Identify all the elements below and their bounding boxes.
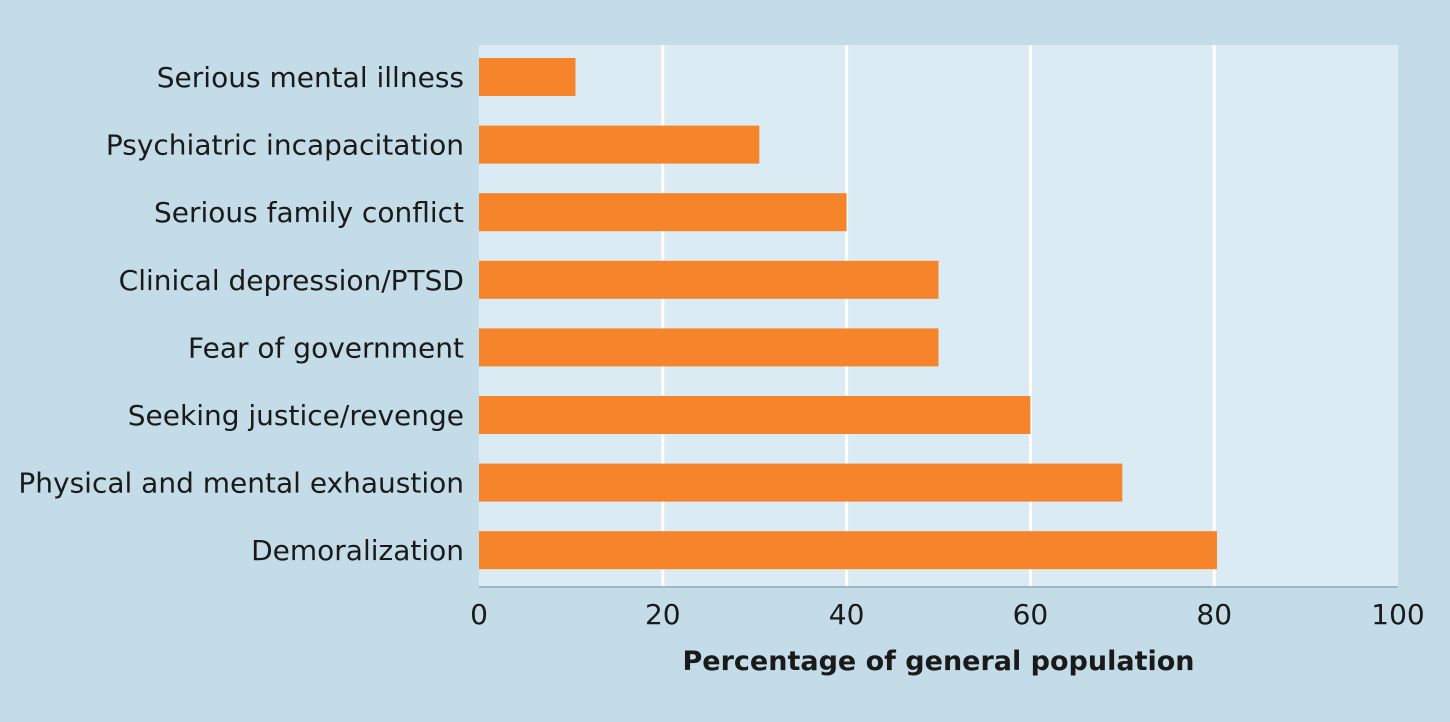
bar-7 <box>479 531 1217 570</box>
bar-0 <box>479 58 576 96</box>
bar-5 <box>479 396 1031 434</box>
category-label-3: Clinical depression/PTSD <box>119 264 464 297</box>
x-tick-label-100: 100 <box>1371 598 1424 631</box>
bar-2 <box>479 193 847 232</box>
category-label-5: Seeking justice/revenge <box>128 399 464 432</box>
x-tick-label-0: 0 <box>470 598 488 631</box>
category-labels: Serious mental illness Psychiatric incapa… <box>18 61 464 567</box>
category-label-4: Fear of government <box>188 331 464 364</box>
category-label-7: Demoralization <box>251 534 464 567</box>
bar-4 <box>479 328 939 367</box>
bar-1 <box>479 125 760 164</box>
x-tick-label-40: 40 <box>829 598 865 631</box>
bar-6 <box>479 463 1123 502</box>
bars <box>479 58 1217 570</box>
x-tick-label-60: 60 <box>1013 598 1049 631</box>
x-tick-labels: 0 20 40 60 80 100 <box>470 598 1425 631</box>
category-label-1: Psychiatric incapacitation <box>106 129 464 162</box>
x-tick-label-20: 20 <box>645 598 681 631</box>
category-label-2: Serious family conflict <box>154 196 464 229</box>
x-axis-title: Percentage of general population <box>682 646 1194 677</box>
category-label-6: Physical and mental exhaustion <box>18 467 464 500</box>
x-tick-label-80: 80 <box>1196 598 1232 631</box>
bar-3 <box>479 260 939 299</box>
category-label-0: Serious mental illness <box>157 61 464 94</box>
